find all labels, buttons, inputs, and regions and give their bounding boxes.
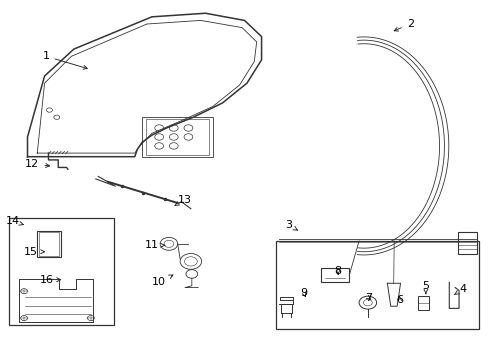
Text: 6: 6 bbox=[395, 295, 402, 305]
Text: 7: 7 bbox=[364, 293, 371, 303]
Text: 9: 9 bbox=[300, 288, 307, 298]
Text: 4: 4 bbox=[453, 284, 466, 295]
Bar bbox=[9, 218, 114, 325]
Text: 3: 3 bbox=[285, 220, 297, 230]
Bar bbox=[321, 268, 348, 282]
Text: 5: 5 bbox=[422, 281, 428, 294]
Text: 2: 2 bbox=[393, 19, 413, 31]
Text: 13: 13 bbox=[175, 195, 192, 206]
Bar bbox=[142, 117, 212, 157]
Bar bbox=[457, 232, 476, 253]
Text: 8: 8 bbox=[334, 266, 341, 276]
Text: 15: 15 bbox=[24, 247, 44, 257]
Text: 12: 12 bbox=[25, 159, 49, 169]
Text: 1: 1 bbox=[42, 51, 87, 69]
Text: 11: 11 bbox=[144, 240, 164, 250]
Bar bbox=[146, 119, 208, 155]
Bar bbox=[39, 232, 59, 256]
Text: 14: 14 bbox=[6, 216, 23, 226]
Text: 10: 10 bbox=[152, 275, 173, 287]
Text: 16: 16 bbox=[40, 275, 61, 285]
Bar bbox=[276, 241, 478, 329]
Bar bbox=[417, 296, 428, 310]
Bar bbox=[37, 231, 61, 257]
